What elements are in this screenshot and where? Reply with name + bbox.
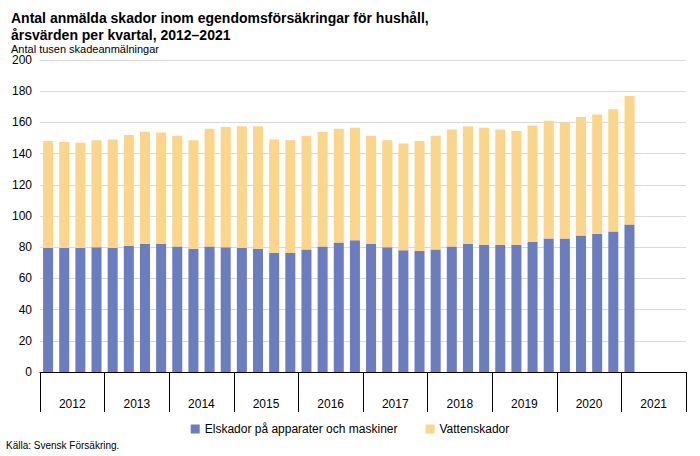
svg-text:årsvärden per kvartal, 2012–20: årsvärden per kvartal, 2012–2021: [11, 27, 231, 43]
svg-text:180: 180: [12, 84, 32, 98]
svg-text:Antal tusen skadeanmälningar: Antal tusen skadeanmälningar: [11, 43, 159, 55]
svg-text:140: 140: [12, 147, 32, 161]
svg-text:Antal anmälda skador inom egen: Antal anmälda skador inom egendomsförsäk…: [11, 10, 429, 26]
svg-text:20: 20: [19, 334, 33, 348]
svg-text:40: 40: [19, 303, 33, 317]
svg-text:0: 0: [25, 365, 32, 379]
svg-text:2014: 2014: [188, 397, 215, 411]
svg-text:80: 80: [19, 240, 33, 254]
svg-text:100: 100: [12, 209, 32, 223]
svg-text:160: 160: [12, 115, 32, 129]
svg-text:120: 120: [12, 178, 32, 192]
svg-text:2020: 2020: [576, 397, 603, 411]
svg-text:Elskador på apparater och mask: Elskador på apparater och maskiner: [205, 422, 398, 436]
svg-text:Källa: Svensk Försäkring.: Källa: Svensk Försäkring.: [6, 440, 119, 451]
svg-text:60: 60: [19, 271, 33, 285]
svg-text:2012: 2012: [59, 397, 86, 411]
svg-text:2013: 2013: [123, 397, 150, 411]
svg-text:2016: 2016: [317, 397, 344, 411]
svg-text:Vattenskador: Vattenskador: [439, 422, 509, 436]
svg-text:2019: 2019: [511, 397, 538, 411]
svg-text:2021: 2021: [640, 397, 667, 411]
svg-text:2015: 2015: [253, 397, 280, 411]
svg-text:2018: 2018: [446, 397, 473, 411]
svg-text:2017: 2017: [382, 397, 409, 411]
svg-text:200: 200: [12, 53, 32, 67]
